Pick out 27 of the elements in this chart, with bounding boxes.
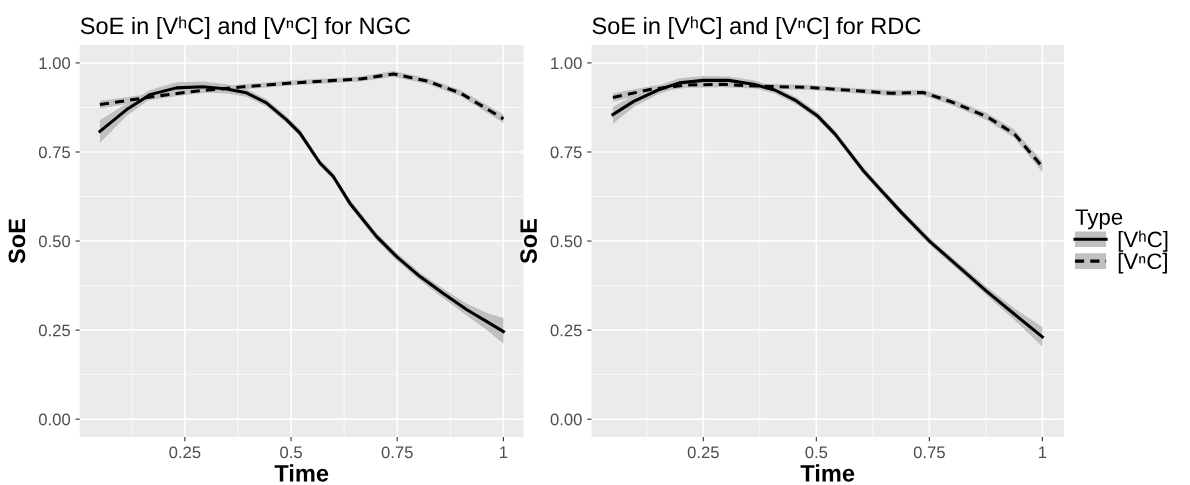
legend-title: Type <box>1075 209 1123 230</box>
chart-title: SoE in [VʰC] and [VⁿC] for NGC <box>80 16 411 39</box>
chart-title: SoE in [VʰC] and [VⁿC] for RDC <box>592 16 921 39</box>
legend-label: [VʰC] <box>1118 230 1168 252</box>
y-axis-title: SoE <box>8 219 26 264</box>
y-axis-title: SoE <box>520 219 537 264</box>
y-tick-label: 0.25 <box>550 324 582 337</box>
x-axis-title: Time <box>274 464 329 482</box>
x-tick-label: 1 <box>1039 446 1047 459</box>
y-tick-label: 1.00 <box>39 57 71 70</box>
x-axis-title: Time <box>800 464 855 482</box>
y-tick-label: 0.50 <box>38 235 71 248</box>
y-tick-label: 0.50 <box>550 235 582 248</box>
x-tick-label: 0.5 <box>805 446 828 459</box>
y-tick-label: 1.00 <box>551 57 582 70</box>
x-tick-label: 0.75 <box>913 446 945 459</box>
y-tick-label: 0.25 <box>38 324 71 337</box>
y-tick-label: 0.00 <box>550 413 582 426</box>
legend-label: [VⁿC] <box>1118 252 1167 274</box>
x-tick-label: 0.25 <box>687 446 719 459</box>
y-tick-label: 0.75 <box>550 146 582 159</box>
y-tick-label: 0.75 <box>38 146 71 159</box>
x-tick-label: 0.25 <box>169 446 201 459</box>
y-tick-label: 0.00 <box>38 413 71 426</box>
x-tick-label: 0.75 <box>381 446 413 459</box>
x-tick-label: 1 <box>500 446 508 459</box>
x-tick-label: 0.5 <box>280 446 302 459</box>
